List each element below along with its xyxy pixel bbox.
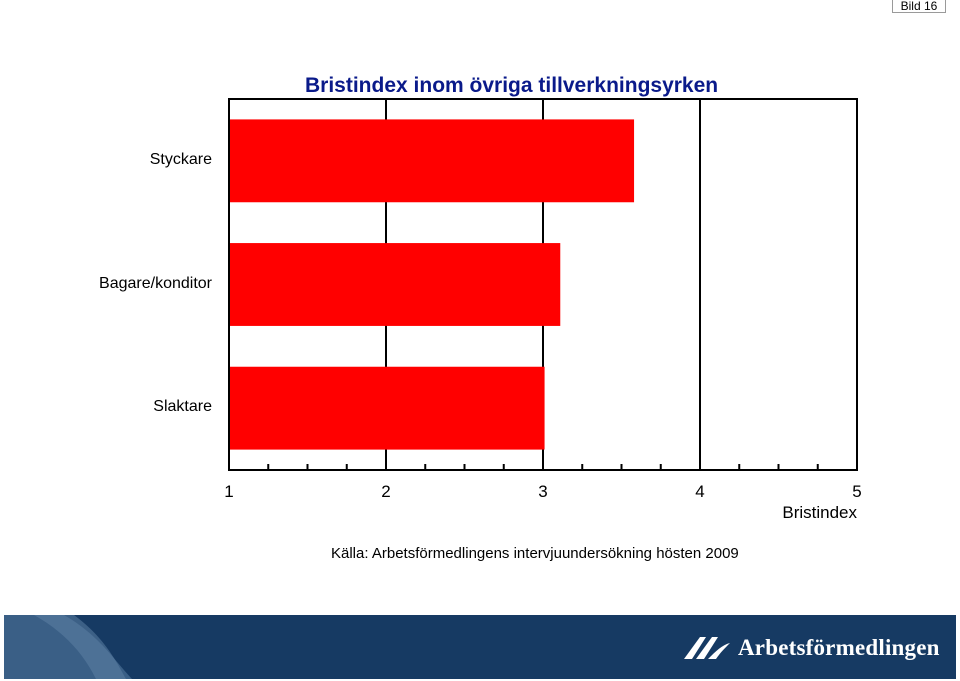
bar-bagare-konditor: [230, 243, 561, 326]
bar-slaktare: [230, 366, 545, 450]
x-tick-label: 2: [381, 482, 391, 501]
x-tick-label: 3: [538, 482, 548, 501]
footer-swoosh: [4, 615, 132, 679]
x-tick-label: 5: [852, 482, 862, 501]
chart-title: Bristindex inom övriga tillverkningsyrke…: [305, 74, 719, 97]
arbetsformedlingen-logo-icon: [684, 637, 730, 659]
x-tick-label: 4: [695, 482, 705, 501]
footer-band: [4, 615, 956, 679]
bar-chart: [228, 98, 858, 471]
bar-styckare: [230, 119, 635, 203]
brand-name: Arbetsförmedlingen: [738, 635, 940, 660]
x-axis-title: Bristindex: [782, 503, 857, 522]
x-tick-label: 1: [224, 482, 234, 501]
category-label: Styckare: [149, 150, 212, 168]
slide-number: Bild 16: [892, 0, 946, 13]
source-note: Källa: Arbetsförmedlingens intervjuunder…: [331, 545, 739, 562]
category-label: Bagare/konditor: [99, 274, 212, 292]
category-label: Slaktare: [153, 398, 212, 416]
